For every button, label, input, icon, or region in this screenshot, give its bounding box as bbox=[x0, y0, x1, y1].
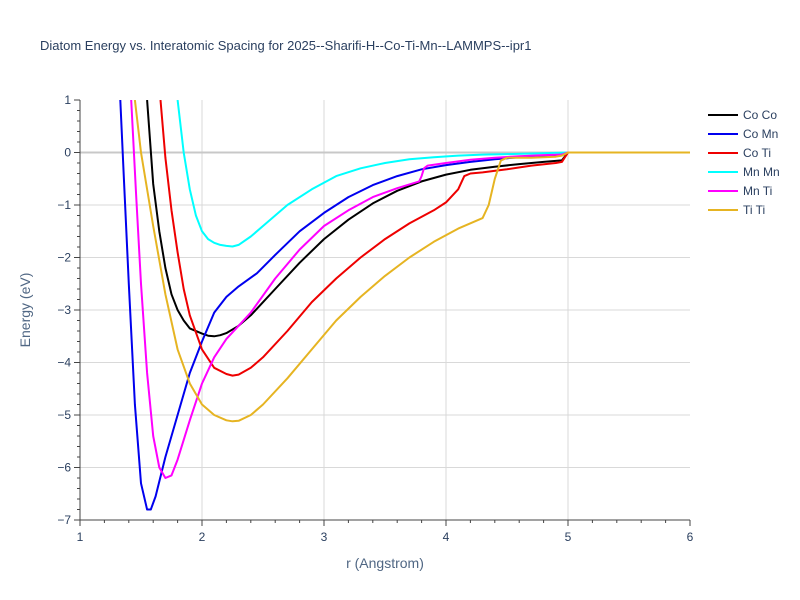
grid bbox=[80, 100, 690, 520]
series-lines bbox=[119, 100, 690, 511]
x-tick-label: 4 bbox=[443, 530, 450, 544]
axes: 1 2 3 4 5 6 1 0 −1 −2 −3 −4 −5 −6 −7 bbox=[57, 93, 693, 544]
series-line-co-co bbox=[146, 100, 690, 338]
y-tick-label: −7 bbox=[57, 513, 71, 527]
legend-label: Ti Ti bbox=[743, 203, 765, 217]
y-tick-label: −4 bbox=[57, 356, 71, 370]
series-line-mn-ti bbox=[130, 100, 690, 479]
y-tick-label: −5 bbox=[57, 408, 71, 422]
legend-label: Co Mn bbox=[743, 127, 778, 141]
legend-item-ti-ti[interactable]: Ti Ti bbox=[708, 203, 765, 217]
legend-item-mn-ti[interactable]: Mn Ti bbox=[708, 184, 772, 198]
y-tick-label: −1 bbox=[57, 198, 71, 212]
series-line-co-mn bbox=[119, 100, 690, 511]
legend[interactable]: Co Co Co Mn Co Ti Mn Mn Mn Ti Ti Ti bbox=[708, 108, 780, 217]
y-tick-label: −6 bbox=[57, 461, 71, 475]
series-line-mn-mn bbox=[176, 100, 690, 248]
legend-item-co-mn[interactable]: Co Mn bbox=[708, 127, 778, 141]
x-tick-label: 3 bbox=[321, 530, 328, 544]
y-tick-label: −2 bbox=[57, 251, 71, 265]
legend-label: Co Ti bbox=[743, 146, 771, 160]
legend-item-co-co[interactable]: Co Co bbox=[708, 108, 777, 122]
legend-item-mn-mn[interactable]: Mn Mn bbox=[708, 165, 780, 179]
x-tick-label: 2 bbox=[199, 530, 206, 544]
series-line-co-ti bbox=[159, 100, 690, 377]
series-line-ti-ti bbox=[133, 100, 690, 423]
x-tick-label: 5 bbox=[565, 530, 572, 544]
x-tick-label: 1 bbox=[77, 530, 84, 544]
y-tick-label: −3 bbox=[57, 303, 71, 317]
x-axis-title: r (Angstrom) bbox=[346, 555, 424, 571]
y-tick-label: 1 bbox=[64, 93, 71, 107]
y-tick-label: 0 bbox=[64, 146, 71, 160]
legend-label: Mn Ti bbox=[743, 184, 772, 198]
y-axis-title: Energy (eV) bbox=[17, 273, 33, 348]
legend-label: Co Co bbox=[743, 108, 777, 122]
chart-title: Diatom Energy vs. Interatomic Spacing fo… bbox=[40, 38, 531, 53]
legend-item-co-ti[interactable]: Co Ti bbox=[708, 146, 771, 160]
x-tick-label: 6 bbox=[687, 530, 694, 544]
legend-label: Mn Mn bbox=[743, 165, 780, 179]
